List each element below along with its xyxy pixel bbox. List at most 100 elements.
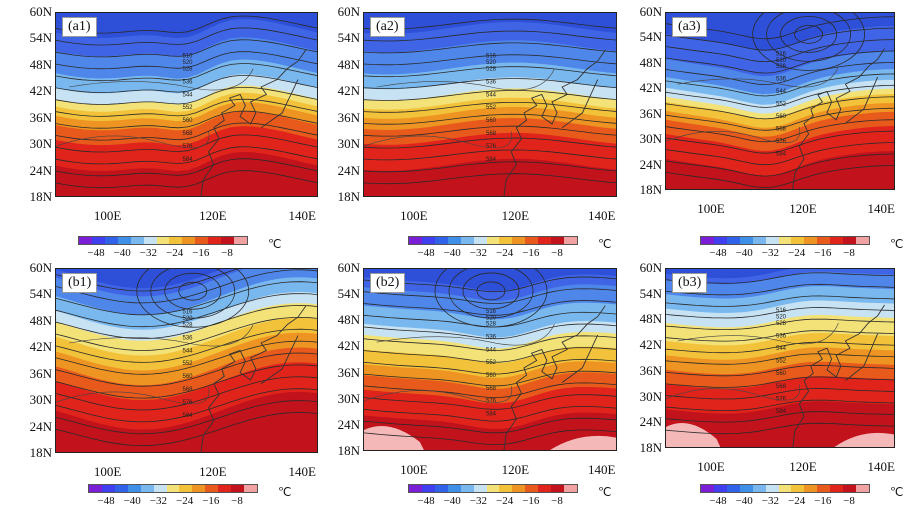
colorbar-unit: ℃ bbox=[268, 237, 282, 251]
coastline bbox=[200, 305, 307, 452]
contour-label: 544 bbox=[776, 346, 787, 352]
colorbar-cell bbox=[791, 485, 805, 492]
country-border bbox=[677, 322, 839, 345]
latitude-label: 24N bbox=[29, 418, 52, 434]
colorbar-tick: −40 bbox=[123, 495, 141, 507]
height-contour bbox=[364, 276, 616, 293]
latitude-label: 30N bbox=[639, 131, 662, 147]
latitude-label: 18N bbox=[337, 443, 360, 458]
height-contour bbox=[56, 122, 317, 141]
colorbar-tick: −8 bbox=[221, 247, 233, 259]
height-contour bbox=[56, 27, 317, 46]
contour-label: 552 bbox=[776, 359, 787, 365]
colorbar-tick: −32 bbox=[469, 495, 487, 507]
height-contour bbox=[364, 417, 616, 434]
province-border bbox=[364, 386, 513, 403]
panel-label: (a3) bbox=[672, 17, 707, 37]
colorbar-cell bbox=[830, 485, 844, 492]
colorbar-cell bbox=[701, 485, 714, 492]
latitude-label: 48N bbox=[29, 56, 52, 72]
colorbar-cell bbox=[117, 237, 131, 244]
colorbar-tick: −40 bbox=[735, 495, 753, 507]
map-b3: 516 520 528 536 544 552 560 568 576 584 (b3) bbox=[665, 268, 895, 448]
contour-label: 576 bbox=[182, 400, 193, 406]
colorbar-tick: −16 bbox=[814, 247, 832, 259]
latitude-label: 42N bbox=[337, 338, 360, 354]
colorbar-cell bbox=[499, 485, 513, 492]
height-contour bbox=[666, 353, 894, 365]
colorbar-cell bbox=[143, 237, 157, 244]
colorbar-cell bbox=[182, 237, 196, 244]
height-contour bbox=[56, 340, 317, 375]
colorbar-tick: −24 bbox=[495, 495, 514, 507]
colorbar-cell bbox=[231, 485, 245, 492]
colorbar-tick: −24 bbox=[495, 247, 514, 259]
contour-label: 576 bbox=[182, 144, 193, 150]
contour-label: 544 bbox=[486, 347, 497, 353]
latitude-label: 36N bbox=[337, 109, 360, 125]
contour-label: 520 bbox=[486, 315, 497, 321]
height-contour bbox=[364, 90, 616, 101]
low-center-contour bbox=[462, 272, 520, 310]
height-contour bbox=[666, 341, 894, 354]
colorbar-cell bbox=[817, 485, 831, 492]
latitude-label: 18N bbox=[337, 189, 360, 204]
low-center-contour bbox=[178, 281, 208, 301]
height-contour bbox=[364, 300, 616, 316]
province-border bbox=[56, 387, 210, 405]
latitude-label: 36N bbox=[337, 364, 360, 380]
contour-label: 536 bbox=[182, 79, 193, 85]
contour-label: 568 bbox=[776, 384, 787, 390]
colorbar-tick: −16 bbox=[814, 495, 832, 507]
colorbar-tick: −24 bbox=[787, 247, 806, 259]
height-contour bbox=[364, 173, 616, 185]
height-contour bbox=[364, 288, 616, 304]
contour-label: 516 bbox=[486, 53, 497, 59]
colorbar-tick: −16 bbox=[522, 247, 540, 259]
colorbar-tick: −24 bbox=[165, 247, 184, 259]
latitude-label: 18N bbox=[639, 440, 662, 455]
colorbar-cell bbox=[856, 237, 869, 244]
colorbar-cell bbox=[127, 485, 141, 492]
colorbar-cell bbox=[564, 485, 577, 492]
coastline bbox=[503, 305, 606, 450]
colorbar-tick: −48 bbox=[709, 495, 727, 507]
height-contour bbox=[666, 50, 894, 74]
province-border bbox=[56, 131, 210, 149]
longitude-label: 140E bbox=[288, 208, 316, 223]
colorbar-cell bbox=[104, 237, 118, 244]
colorbar-cell bbox=[739, 485, 753, 492]
height-contour bbox=[364, 149, 616, 161]
country-border bbox=[376, 68, 555, 91]
colorbar-tick: −48 bbox=[87, 247, 105, 259]
height-contour bbox=[364, 125, 616, 137]
latitude-label: 30N bbox=[639, 388, 662, 404]
colorbar-cell bbox=[195, 237, 209, 244]
colorbar-cell bbox=[79, 237, 92, 244]
height-contour bbox=[666, 27, 894, 51]
height-contour bbox=[666, 295, 894, 307]
contour-label: 544 bbox=[182, 92, 193, 98]
latitude-label: 60N bbox=[337, 260, 360, 275]
coastline bbox=[503, 49, 606, 196]
contour-label: 560 bbox=[182, 374, 193, 380]
latitude-label: 24N bbox=[29, 162, 52, 178]
height-contour bbox=[666, 130, 894, 154]
longitude-label: 120E bbox=[501, 462, 530, 477]
height-contour bbox=[666, 388, 894, 400]
colorbar-cell bbox=[726, 237, 740, 244]
latitude-label: 36N bbox=[639, 362, 662, 378]
contour-label: 520 bbox=[486, 60, 497, 66]
colorbar-tick: −40 bbox=[113, 247, 131, 259]
latitude-label: 36N bbox=[639, 105, 662, 121]
colorbar-cell bbox=[525, 485, 539, 492]
height-contour bbox=[666, 307, 894, 319]
contour-label: 536 bbox=[486, 335, 497, 341]
contour-label: 560 bbox=[486, 373, 497, 379]
japan-coastline bbox=[260, 79, 299, 129]
contour-label: 520 bbox=[776, 315, 787, 321]
colorbar-cell bbox=[221, 237, 235, 244]
colorbar-cell bbox=[153, 485, 167, 492]
longitude-label: 140E bbox=[867, 459, 895, 474]
